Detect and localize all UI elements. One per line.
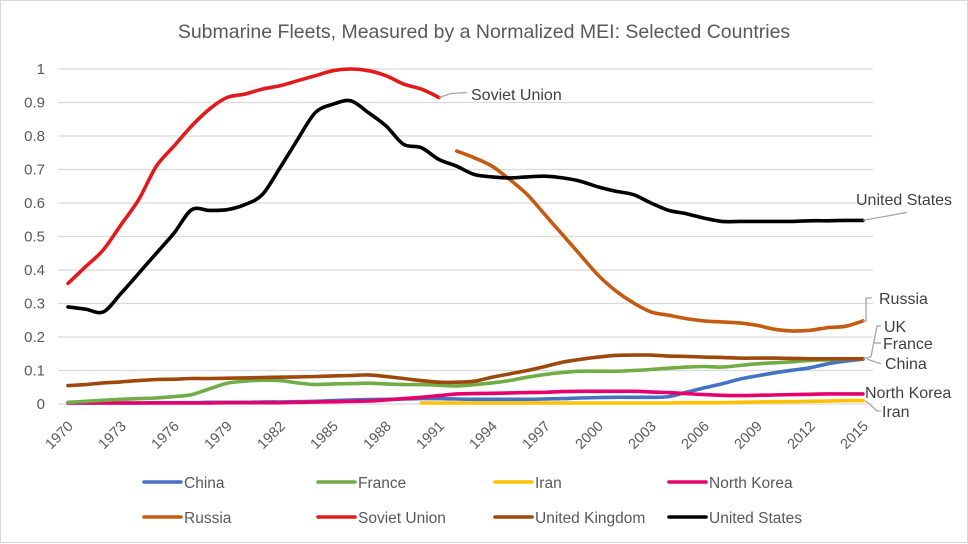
leader-line-soviet-union (438, 91, 468, 99)
y-tick-label: 0.6 (24, 195, 45, 212)
x-tick-label: 1991 (414, 419, 448, 453)
series-line-russia (454, 149, 865, 333)
x-tick-label: 1973 (96, 419, 130, 453)
legend-label-france: France (358, 475, 406, 492)
x-tick-label: 2012 (785, 419, 819, 453)
y-tick-label: 0.9 (24, 95, 45, 112)
y-tick-label: 0.7 (24, 162, 45, 179)
data-label-france: France (883, 336, 933, 353)
legend-label-north-korea: North Korea (709, 475, 793, 492)
data-label-united-kingdom: UK (884, 319, 907, 336)
x-axis-ticks: 1970 1973 1976 1979 1982 1985 1988 1991 1994 1997… (43, 419, 872, 453)
y-tick-label: 0.4 (24, 262, 45, 279)
gridlines (58, 68, 873, 405)
leader-line-united-states (862, 211, 908, 222)
x-tick-label: 1988 (361, 419, 395, 453)
data-label-north-korea: North Korea (865, 385, 951, 402)
legend-label-united-kingdom: United Kingdom (535, 510, 645, 527)
x-tick-label: 1994 (467, 419, 501, 453)
x-tick-label: 2003 (626, 419, 660, 453)
series-line-united-states (66, 98, 865, 315)
series-line-france (66, 357, 865, 405)
x-tick-label: 2009 (732, 419, 766, 453)
leader-line-iran (864, 400, 881, 412)
data-label-china: China (885, 356, 927, 373)
data-label-russia: Russia (879, 291, 928, 308)
leader-line-china (866, 358, 882, 365)
y-tick-label: 0.5 (24, 229, 45, 246)
x-tick-label: 1985 (308, 419, 342, 453)
legend-label-russia: Russia (184, 510, 232, 527)
x-tick-label: 2000 (573, 419, 607, 453)
y-tick-label: 0.2 (24, 329, 45, 346)
x-tick-label: 2006 (679, 419, 713, 453)
legend-label-china: China (184, 475, 225, 492)
series-lines (66, 67, 865, 405)
y-tick-label: 0.3 (24, 296, 45, 313)
y-tick-label: 0.8 (24, 128, 45, 145)
series-line-iran (419, 398, 865, 405)
x-tick-label: 1997 (520, 419, 554, 453)
series-line-north-korea (66, 389, 865, 405)
leader-line-russia (863, 297, 872, 322)
x-tick-label: 1982 (255, 419, 289, 453)
data-label-united-states: United States (856, 192, 952, 209)
y-tick-label: 0.1 (24, 363, 45, 380)
y-tick-label: 0 (37, 396, 45, 413)
data-label-soviet-union: Soviet Union (471, 87, 562, 104)
y-tick-label: 1 (37, 61, 45, 78)
x-tick-label: 1970 (43, 419, 77, 453)
data-label-iran: Iran (882, 404, 910, 421)
y-axis-ticks: 0 0.1 0.2 0.3 0.4 0.5 0.6 0.7 0.8 0.9 1 (24, 61, 45, 413)
chart-title: Submarine Fleets, Measured by a Normaliz… (178, 21, 791, 43)
legend-label-soviet-union: Soviet Union (358, 510, 446, 527)
legend-label-united-states: United States (709, 510, 802, 527)
leader-line-united-kingdom (862, 325, 881, 360)
x-tick-label: 2015 (838, 419, 872, 453)
x-tick-label: 1979 (202, 419, 236, 453)
series-line-united-kingdom (66, 353, 865, 388)
series-line-soviet-union (66, 67, 441, 286)
legend-label-iran: Iran (535, 475, 562, 492)
legend: China France Iran North Korea Russia Soviet U… (142, 475, 802, 527)
x-tick-label: 1976 (149, 419, 183, 453)
